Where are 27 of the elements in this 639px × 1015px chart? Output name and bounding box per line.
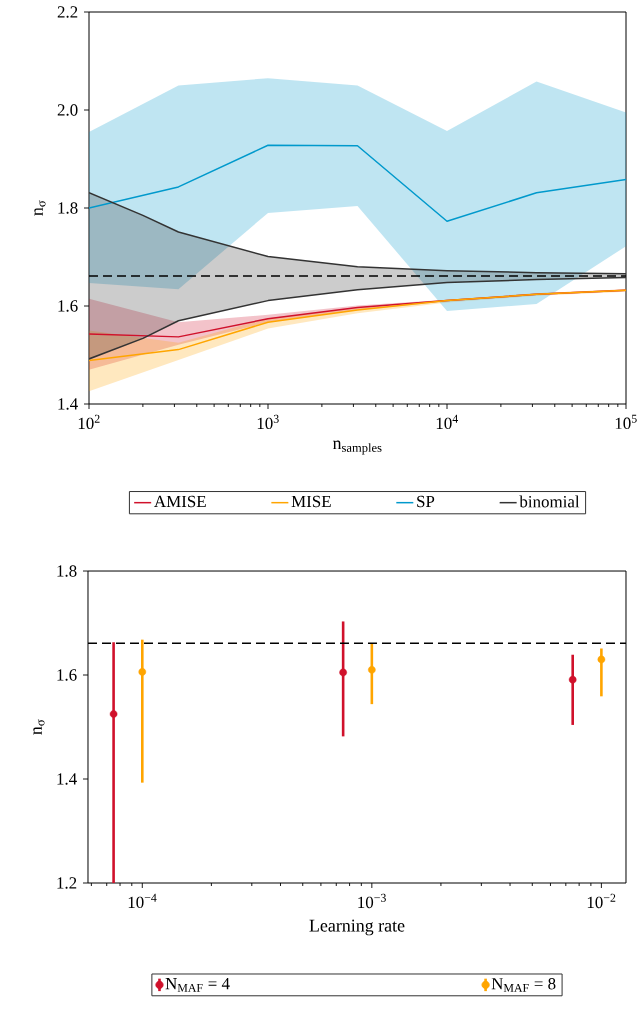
x-tick-label: 10$^{4}$	[436, 414, 459, 430]
y-tick-label: 1.8	[58, 202, 78, 214]
y-tick-label: 1.6	[58, 300, 78, 312]
legend-label: MISE	[291, 495, 331, 508]
y-axis-title: n$_{σ}$	[33, 719, 45, 735]
y-tick-label: 1.2	[57, 877, 77, 889]
x-tick-label: 10$^{−3}$	[358, 893, 386, 909]
x-tick-label: 10$^{−4}$	[128, 893, 157, 909]
y-tick-label: 1.4	[58, 398, 78, 410]
x-axis-title: n$_{samples}$	[332, 440, 382, 455]
legend-label: AMISE	[154, 495, 206, 508]
y-tick-label: 2.2	[57, 6, 78, 18]
legend-label: N$_{MAF}$ = 8	[491, 977, 556, 992]
legend-label: binomial	[519, 495, 580, 508]
legend-label: SP	[417, 495, 435, 508]
x-axis-title: Learning rate	[309, 919, 405, 936]
x-tick-label: 10$^{−2}$	[587, 893, 616, 909]
x-tick-label: 10$^{5}$	[615, 414, 637, 430]
y-tick-label: 1.4	[57, 773, 77, 785]
x-tick-label: 10$^{2}$	[78, 414, 100, 430]
y-tick-label: 1.8	[57, 565, 77, 577]
legend-label: N$_{MAF}$ = 4	[165, 978, 230, 992]
y-axis-title: n$_{σ}$	[34, 200, 46, 216]
y-tick-label: 2.0	[57, 104, 78, 116]
x-tick-label: 10$^{3}$	[257, 414, 279, 430]
y-tick-label: 1.6	[57, 669, 77, 681]
line-series	[89, 144, 627, 222]
